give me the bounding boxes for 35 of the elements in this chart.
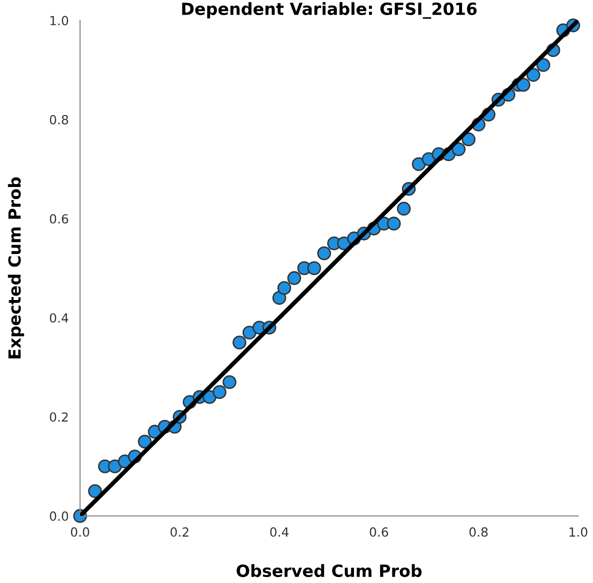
x-tick-label: 0.4 bbox=[270, 527, 289, 537]
point bbox=[386, 216, 401, 230]
point bbox=[242, 326, 256, 340]
point bbox=[88, 484, 102, 498]
y-tick-label: 0.4 bbox=[50, 313, 68, 323]
y-tick-label: 0.6 bbox=[50, 214, 68, 224]
x-axis-title: Observed Cum Prob bbox=[236, 564, 422, 578]
point bbox=[536, 58, 550, 72]
point bbox=[516, 78, 530, 92]
point bbox=[108, 459, 122, 474]
point bbox=[462, 132, 476, 146]
x-tick-label: 0.8 bbox=[469, 527, 488, 537]
x-tick-label: 0.2 bbox=[170, 527, 188, 537]
point bbox=[277, 281, 292, 295]
point bbox=[138, 434, 152, 449]
y-axis-title: Expected Cum Prob bbox=[8, 177, 24, 358]
point bbox=[287, 271, 302, 285]
x-tick-label: 0.6 bbox=[370, 527, 388, 537]
point bbox=[212, 385, 226, 399]
point bbox=[396, 202, 411, 216]
point bbox=[232, 336, 246, 350]
point bbox=[452, 142, 466, 156]
y-tick-label: 0.8 bbox=[50, 114, 68, 124]
x-tick-label: 1.0 bbox=[570, 527, 588, 537]
point bbox=[317, 246, 332, 260]
point bbox=[272, 291, 286, 305]
y-tick-label: 1.0 bbox=[50, 16, 68, 26]
chart-title: Dependent Variable: GFSI_2016 bbox=[182, 2, 477, 19]
point bbox=[412, 157, 426, 172]
point bbox=[222, 375, 236, 390]
point bbox=[307, 261, 322, 276]
y-tick-label: 0.2 bbox=[50, 412, 68, 422]
y-tick-label: 0.0 bbox=[50, 511, 68, 521]
x-tick-label: 0.0 bbox=[70, 527, 90, 537]
point bbox=[526, 68, 540, 82]
